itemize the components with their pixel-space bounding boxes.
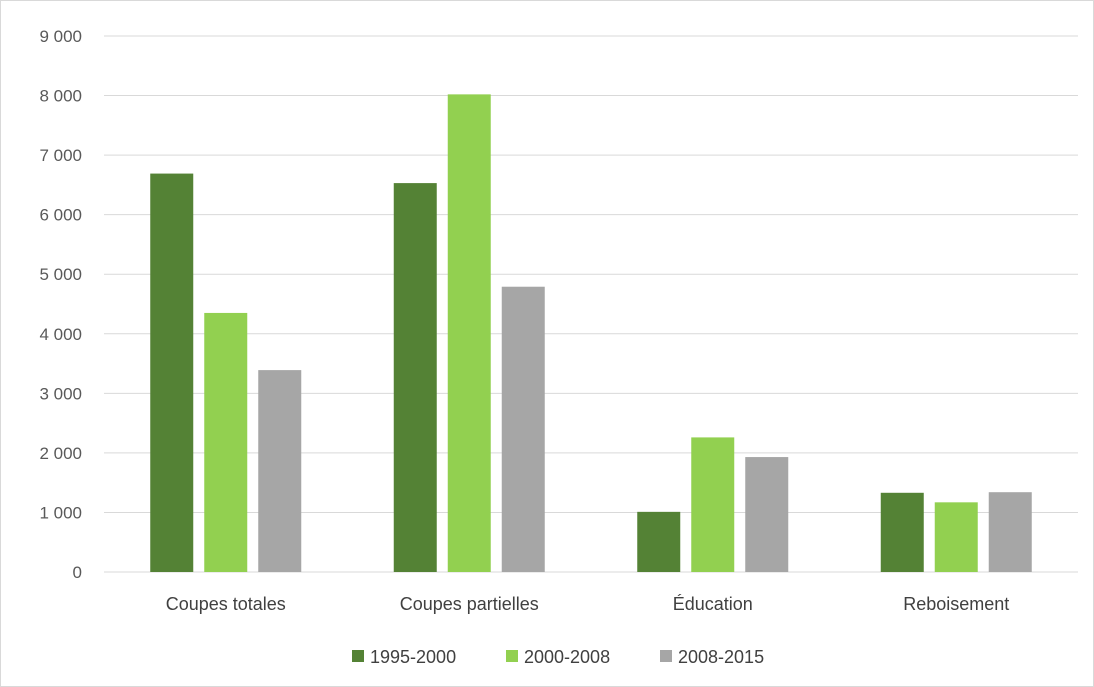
y-tick-label: 5 000 [39,265,82,284]
x-category-label: Coupes totales [166,594,286,614]
bar-2000-2008-0 [204,312,248,572]
x-category-label: Reboisement [903,594,1009,614]
y-tick-label: 9 000 [39,27,82,46]
y-tick-label: 0 [73,563,82,582]
y-tick-label: 8 000 [39,87,82,106]
bar-1995-2000-0 [150,173,194,572]
y-tick-label: 2 000 [39,444,82,463]
x-category-label: Coupes partielles [400,594,539,614]
y-tick-label: 7 000 [39,146,82,165]
bar-1995-2000-1 [393,183,437,572]
bar-2008-2015-2 [745,457,789,572]
bar-2000-2008-2 [691,437,735,572]
bar-2000-2008-1 [447,94,491,572]
y-tick-label: 6 000 [39,206,82,225]
x-category-label: Éducation [673,594,753,614]
bar-1995-2000-2 [637,511,681,572]
y-axis-ticks: 0 1 000 2 000 3 000 4 000 5 000 6 000 7 000 8 00… [39,27,82,582]
legend: 1995-2000 2000-2008 2008-2015 [352,647,764,667]
legend-swatch [352,650,364,662]
y-tick-label: 1 000 [39,503,82,522]
legend-label: 2008-2015 [678,647,764,667]
gridlines [104,35,1078,573]
legend-swatch [660,650,672,662]
x-axis-categories: Coupes totales Coupes partielles Éducation… [166,594,1010,614]
bar-2000-2008-3 [934,502,978,572]
y-tick-label: 4 000 [39,325,82,344]
y-tick-label: 3 000 [39,384,82,403]
legend-label: 1995-2000 [370,647,456,667]
bar-2008-2015-0 [258,370,302,572]
legend-swatch [506,650,518,662]
bars [150,94,1032,572]
bar-1995-2000-3 [880,492,924,572]
bar-2008-2015-3 [988,492,1032,572]
legend-label: 2000-2008 [524,647,610,667]
bar-2008-2015-1 [501,286,545,572]
